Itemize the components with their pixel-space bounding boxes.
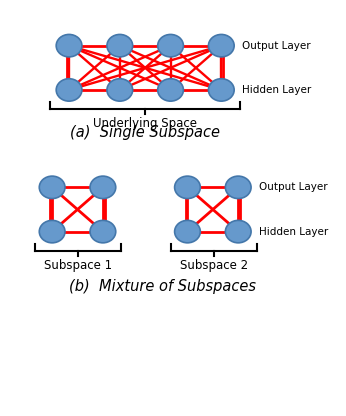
Circle shape [107,79,133,101]
Text: Output Layer: Output Layer [242,41,310,51]
Circle shape [175,220,200,243]
Circle shape [225,176,251,198]
Circle shape [107,35,133,57]
Text: Hidden Layer: Hidden Layer [242,85,311,95]
Text: (b)  Mixture of Subspaces: (b) Mixture of Subspaces [69,279,256,294]
Circle shape [39,176,65,198]
Circle shape [225,220,251,243]
Circle shape [208,35,234,57]
Circle shape [208,79,234,101]
Circle shape [90,220,116,243]
Text: Subspace 1: Subspace 1 [44,259,112,272]
Circle shape [56,35,82,57]
Circle shape [175,176,200,198]
Circle shape [39,220,65,243]
Circle shape [56,79,82,101]
Text: Hidden Layer: Hidden Layer [258,227,328,237]
Text: (a)  Single Subspace: (a) Single Subspace [70,125,220,140]
Text: Output Layer: Output Layer [258,182,327,192]
Circle shape [90,176,116,198]
Circle shape [158,79,183,101]
Circle shape [158,35,183,57]
Text: Subspace 2: Subspace 2 [180,259,248,272]
Text: Underlying Space: Underlying Space [93,117,197,130]
